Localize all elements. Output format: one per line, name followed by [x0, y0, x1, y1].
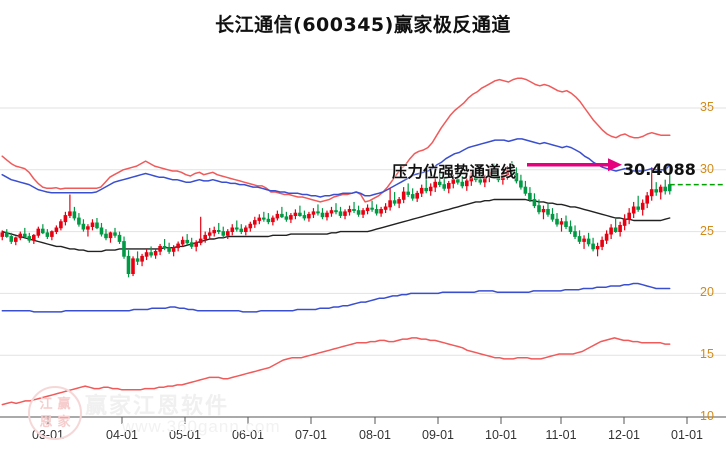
y-axis-tick-10: 10 — [700, 409, 714, 423]
watermark-stamp-icon: 江赢恩家 — [28, 386, 82, 440]
x-axis-tick-01-01: 01-01 — [671, 428, 703, 442]
x-axis-tick-06-01: 06-01 — [232, 428, 264, 442]
y-axis-tick-15: 15 — [700, 347, 714, 362]
x-axis-tick-08-01: 08-01 — [359, 428, 391, 442]
watermark-brand: 赢家江恩软件 — [85, 394, 230, 419]
page-title: 长江通信(600345)赢家极反通道 — [215, 14, 511, 36]
x-axis-tick-11-01: 11-01 — [545, 428, 577, 442]
y-axis-tick-25: 25 — [700, 223, 714, 238]
x-axis-tick-07-01: 07-01 — [295, 428, 327, 442]
x-axis-tick-09-01: 09-01 — [422, 428, 454, 442]
x-axis-tick-05-01: 05-01 — [169, 428, 201, 442]
stamp-char: 恩 — [39, 414, 53, 430]
x-axis-tick-12-01: 12-01 — [608, 428, 640, 442]
y-axis-tick-35: 35 — [700, 100, 714, 114]
stamp-char: 家 — [57, 414, 71, 430]
x-axis-tick-10-01: 10-01 — [485, 428, 517, 442]
resistance-value-label: 30.4088 — [623, 160, 696, 179]
y-axis-tick-20: 20 — [700, 285, 714, 300]
y-axis-tick-30: 30 — [700, 161, 714, 176]
watermark-url: www.360gann.com — [122, 417, 281, 436]
resistance-channel-annotation: 压力位强势通道线 — [392, 163, 517, 181]
stamp-char: 赢 — [57, 396, 71, 412]
x-axis-tick-04-01: 04-01 — [106, 428, 138, 442]
stamp-char: 江 — [39, 396, 53, 412]
